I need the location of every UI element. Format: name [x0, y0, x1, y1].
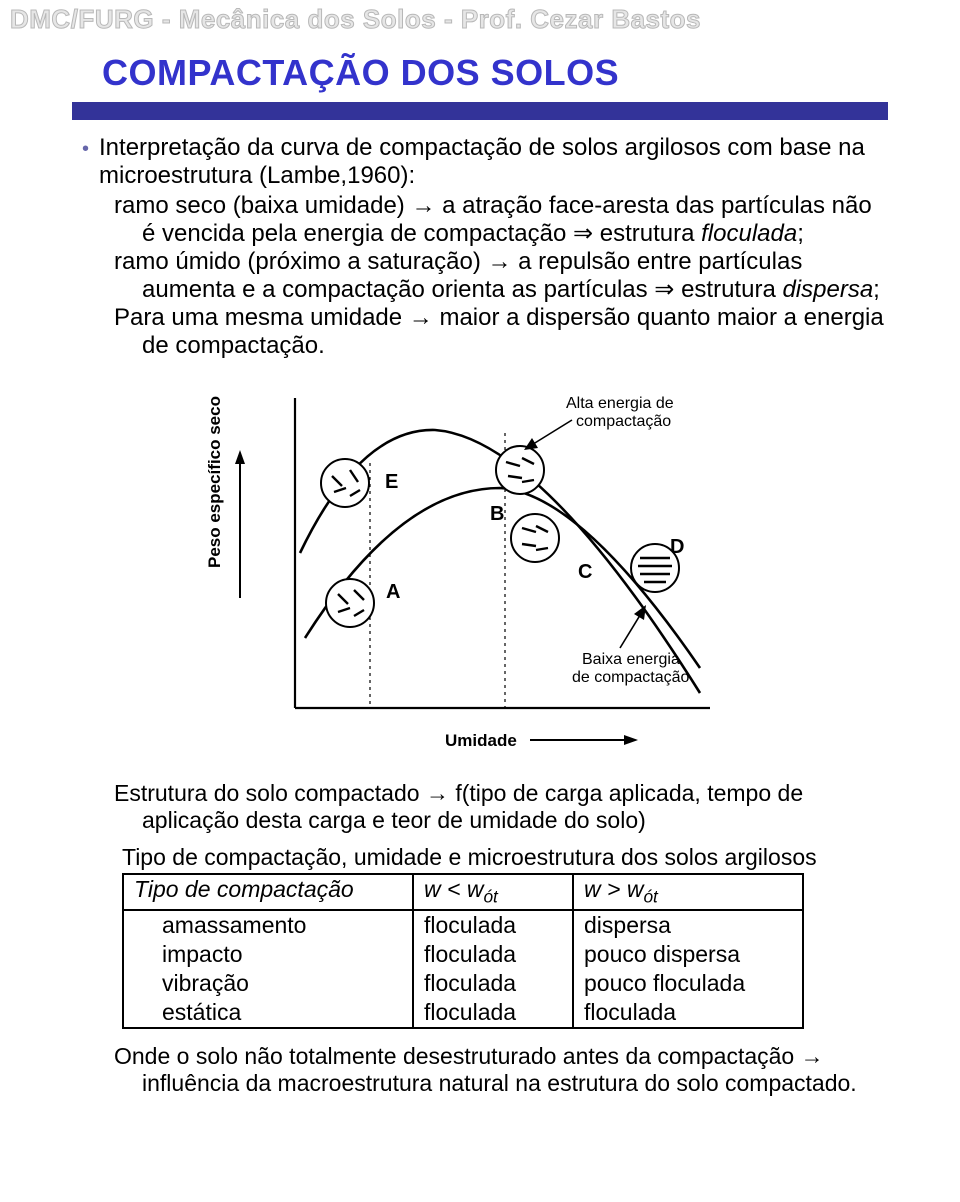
line1b: vencida pela energia de compactação ⇒ es…	[162, 220, 701, 247]
annot-baixa-1: Baixa energia	[582, 651, 680, 668]
cell-lt-2: floculada	[413, 969, 573, 998]
cell-gt-1: pouco dispersa	[573, 940, 803, 969]
slide-content: COMPACTAÇÃO DOS SOLOS • Interpretação da…	[0, 0, 960, 1127]
point-B: B	[490, 503, 504, 525]
line3a: Para uma mesma umidade → maior a dispers…	[114, 304, 884, 331]
annot-baixa-2: de compactação	[572, 669, 690, 686]
cell-lt-3: floculada	[413, 998, 573, 1028]
table-header-row: Tipo de compactação w < wót w > wót	[123, 874, 803, 910]
compaction-curve-figure: Peso específico seco Umidade A B C D E	[200, 368, 760, 768]
table-row: vibração floculada pouco floculada	[123, 969, 803, 998]
line3b: de compactação.	[142, 332, 325, 359]
line2b: aumenta e a compactação orienta as partí…	[142, 276, 782, 303]
bullet-heading: Interpretação da curva de compactação de…	[99, 134, 888, 190]
x-axis-label: Umidade	[445, 731, 517, 750]
figure-container: Peso específico seco Umidade A B C D E	[72, 368, 888, 768]
point-A: A	[386, 581, 400, 603]
cell-tipo-2: vibração	[123, 969, 413, 998]
cell-lt-1: floculada	[413, 940, 573, 969]
bullet-heading-row: • Interpretação da curva de compactação …	[82, 134, 888, 190]
line1b-end: ;	[797, 220, 804, 247]
table-caption: Tipo de compactação, umidade e microestr…	[122, 844, 888, 871]
page-title: COMPACTAÇÃO DOS SOLOS	[102, 52, 888, 94]
micro-E	[321, 459, 369, 507]
point-E: E	[385, 471, 398, 493]
line2b-italic: dispersa	[782, 276, 873, 303]
micro-B	[496, 446, 544, 494]
th-w-lt: w < wót	[413, 874, 573, 910]
annot-alta-1: Alta energia de	[566, 395, 674, 412]
body-line-1: ramo seco (baixa umidade) → a atração fa…	[142, 192, 888, 248]
bullet-dot-icon: •	[82, 136, 89, 162]
table-row: amassamento floculada dispersa	[123, 910, 803, 940]
body-line-2: ramo úmido (próximo a saturação) → a rep…	[142, 248, 888, 304]
table-row: estática floculada floculada	[123, 998, 803, 1028]
microstructure-table: Tipo de compactação w < wót w > wót amas…	[122, 873, 804, 1029]
line1b-italic: floculada	[701, 220, 797, 247]
cell-tipo-3: estática	[123, 998, 413, 1028]
line2a: ramo úmido (próximo a saturação) → a rep…	[114, 248, 802, 275]
cell-gt-2: pouco floculada	[573, 969, 803, 998]
micro-A	[326, 579, 374, 627]
body-line-3: Para uma mesma umidade → maior a dispers…	[142, 304, 888, 360]
table-row: impacto floculada pouco dispersa	[123, 940, 803, 969]
line2b-end: ;	[873, 276, 880, 303]
annot-alta-2: compactação	[576, 413, 671, 430]
cell-tipo-1: impacto	[123, 940, 413, 969]
micro-D	[631, 544, 679, 592]
micro-C	[511, 514, 559, 562]
title-underline-bar	[72, 102, 888, 120]
cell-gt-3: floculada	[573, 998, 803, 1028]
th-tipo: Tipo de compactação	[123, 874, 413, 910]
cell-tipo-0: amassamento	[123, 910, 413, 940]
y-axis-label: Peso específico seco	[205, 396, 224, 568]
point-C: C	[578, 561, 592, 583]
cell-gt-0: dispersa	[573, 910, 803, 940]
figure-caption: Estrutura do solo compactado → f(tipo de…	[142, 780, 848, 834]
th-w-gt: w > wót	[573, 874, 803, 910]
footer-note: Onde o solo não totalmente desestruturad…	[142, 1043, 858, 1097]
cell-lt-0: floculada	[413, 910, 573, 940]
